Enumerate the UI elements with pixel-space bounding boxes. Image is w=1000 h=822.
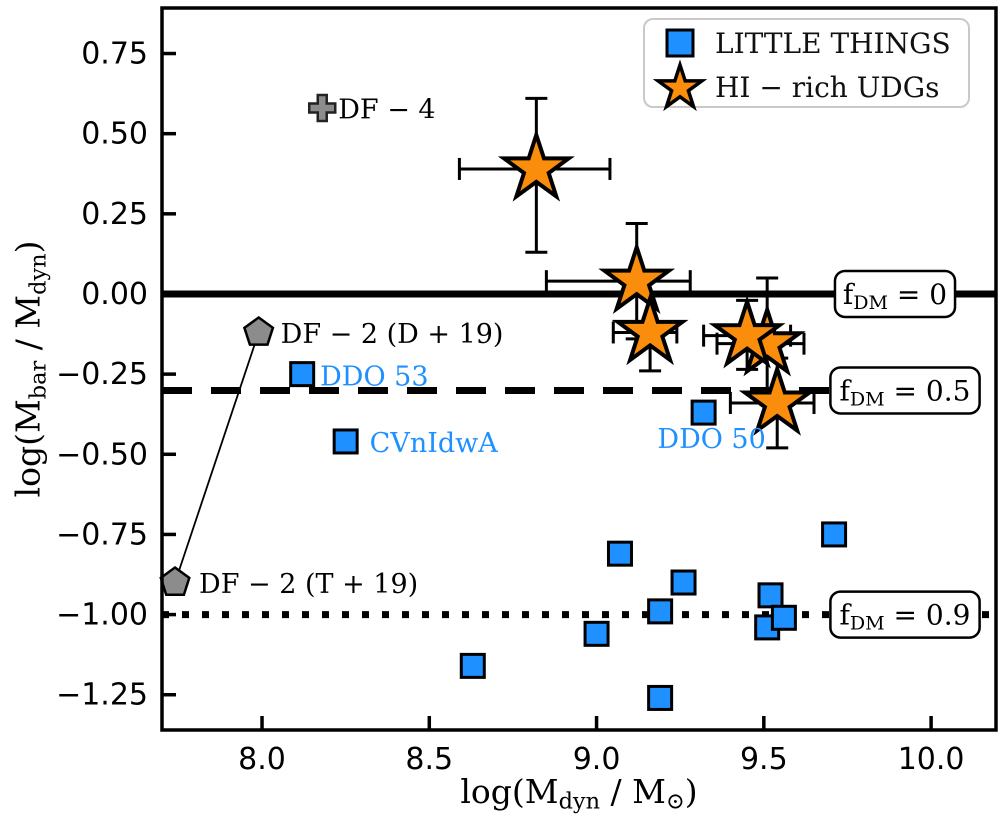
data-point-df-2 <box>159 565 191 596</box>
data-point-little-things <box>647 598 674 625</box>
data-point-little-things <box>690 399 717 426</box>
y-tick-label: 0.50 <box>81 117 148 152</box>
data-point-little-things <box>770 604 797 631</box>
legend-label-little-things: LITTLE THINGS <box>715 26 951 60</box>
x-tick-label: 10.0 <box>898 742 965 777</box>
legend-item-udgs: HI − rich UDGs <box>645 59 968 112</box>
annotation-ddo-53: DDO 53 <box>320 362 428 393</box>
data-point-df-4 <box>307 93 337 123</box>
plot-frame <box>160 6 998 732</box>
legend: LITTLE THINGS HI − rich UDGs <box>643 18 970 112</box>
data-point-little-things <box>647 684 674 711</box>
y-tick-label: −0.50 <box>56 437 148 472</box>
data-point-little-things <box>821 521 848 548</box>
y-tick-label: −0.75 <box>56 517 148 552</box>
data-point-little-things <box>757 582 784 609</box>
data-point-df-2 <box>242 315 275 346</box>
data-point-hi-rich-udgs <box>708 295 786 369</box>
legend-star-marker-icon <box>645 59 715 112</box>
data-point-little-things <box>606 540 633 567</box>
reference-label: fDM = 0 <box>843 278 947 314</box>
annotation-df-2-d-19-: DF − 2 (D + 19) <box>281 319 504 350</box>
data-point-little-things <box>670 569 697 596</box>
legend-square-marker-icon <box>645 21 715 65</box>
y-tick-label: 0.75 <box>81 37 148 72</box>
legend-star-marker <box>652 59 708 112</box>
data-point-little-things <box>289 361 316 388</box>
x-tick-label: 8.5 <box>405 742 453 777</box>
legend-label-udgs: HI − rich UDGs <box>715 70 940 104</box>
reference-label-box <box>833 269 957 319</box>
x-axis-label: log(Mdyn / M⊙) <box>460 772 698 815</box>
data-point-little-things <box>459 652 486 679</box>
annotation-df-2-t-19-: DF − 2 (T + 19) <box>199 569 418 600</box>
data-point-hi-rich-udgs <box>497 128 575 202</box>
reference-label-box <box>829 366 981 415</box>
y-tick-label: 0.00 <box>81 277 148 312</box>
y-tick-label: −1.25 <box>56 678 148 713</box>
reference-label-box <box>829 590 981 639</box>
reference-label: fDM = 0.5 <box>840 374 971 410</box>
data-point-little-things <box>583 620 610 647</box>
y-tick-label: −1.00 <box>56 598 148 633</box>
x-tick-label: 8.0 <box>238 742 286 777</box>
y-tick-label: 0.25 <box>81 197 148 232</box>
reference-label: fDM = 0.9 <box>840 598 971 634</box>
x-tick-label: 9.0 <box>573 742 621 777</box>
x-tick-label: 9.5 <box>740 742 788 777</box>
data-point-little-things <box>332 428 359 455</box>
y-tick-label: −0.25 <box>56 357 148 392</box>
annotation-df-4: DF − 4 <box>338 94 435 125</box>
annotation-cvnidwa: CVnIdwA <box>370 428 499 459</box>
y-axis-label: log(Mbar / Mdyn) <box>8 240 52 498</box>
annotation-ddo-50: DDO 50 <box>657 424 765 455</box>
legend-item-little-things: LITTLE THINGS <box>645 21 968 65</box>
legend-square-marker <box>665 28 695 58</box>
data-point-hi-rich-udgs <box>611 292 689 366</box>
data-point-hi-rich-udgs <box>738 362 816 436</box>
data-point-hi-rich-udgs <box>598 240 676 314</box>
df2-connector-line <box>174 332 260 583</box>
